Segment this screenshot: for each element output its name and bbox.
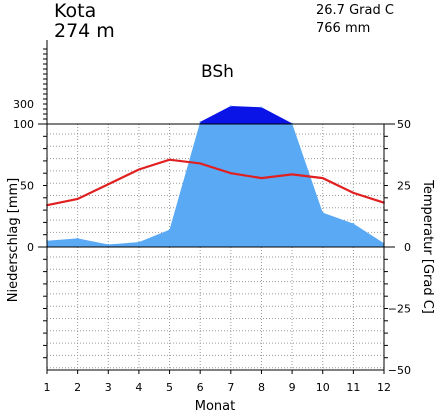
temperature-point — [138, 168, 140, 171]
x-axis-title: Monat — [195, 399, 235, 414]
precip-tick-label: 0 — [27, 241, 34, 254]
temperature-point — [76, 198, 79, 200]
annual-precipitation: 766 mm — [316, 21, 371, 36]
precipitation-point — [260, 106, 263, 109]
precip-tick-label: 300 — [13, 98, 34, 111]
precipitation-point — [107, 243, 110, 246]
month-label: 3 — [105, 381, 112, 394]
temp-tick-label: −50 — [388, 364, 411, 377]
precipitation-point — [199, 121, 201, 123]
month-label: 9 — [289, 381, 296, 394]
temp-tick-label: −25 — [388, 303, 411, 316]
temperature-point — [229, 172, 232, 175]
y-axis-title-right: Temperatur [Grad C] — [420, 179, 435, 314]
mean-temperature: 26.7 Grad C — [316, 3, 394, 18]
temperature-point — [352, 192, 355, 194]
precipitation-point — [138, 241, 140, 243]
temperature-point — [321, 177, 324, 180]
precipitation-point — [230, 105, 232, 107]
temp-tick-label: 50 — [397, 118, 411, 131]
precipitation-point — [76, 237, 79, 240]
temperature-point — [107, 183, 110, 186]
precipitation-point — [352, 222, 355, 225]
month-label: 6 — [197, 381, 204, 394]
temp-tick-label: 25 — [397, 180, 411, 193]
temp-tick-label: 0 — [404, 241, 411, 254]
precip-tick-label: 100 — [13, 118, 34, 131]
month-label: 12 — [377, 381, 391, 394]
month-label: 5 — [166, 381, 173, 394]
temperature-line — [46, 158, 385, 207]
month-label: 1 — [44, 381, 51, 394]
month-label: 10 — [316, 381, 330, 394]
y-axis-title-left: Niederschlag [mm] — [6, 178, 21, 303]
month-label: 11 — [346, 381, 360, 394]
temperature-point — [260, 177, 263, 180]
month-label: 2 — [74, 381, 81, 394]
month-label: 8 — [258, 381, 265, 394]
temperature-point — [291, 173, 293, 176]
climate-class: BSh — [201, 62, 234, 82]
station-name: Kota — [54, 0, 97, 22]
temperature-point — [168, 158, 171, 161]
precipitation-point — [168, 229, 171, 231]
station-elevation: 274 m — [54, 20, 115, 42]
month-label: 4 — [135, 381, 142, 394]
precipitation-area-high — [199, 106, 293, 124]
temperature-point — [199, 162, 202, 165]
month-label: 7 — [227, 381, 234, 394]
precipitation-area — [47, 124, 384, 247]
precip-tick-label: 50 — [20, 180, 34, 193]
precipitation-point — [321, 211, 324, 214]
